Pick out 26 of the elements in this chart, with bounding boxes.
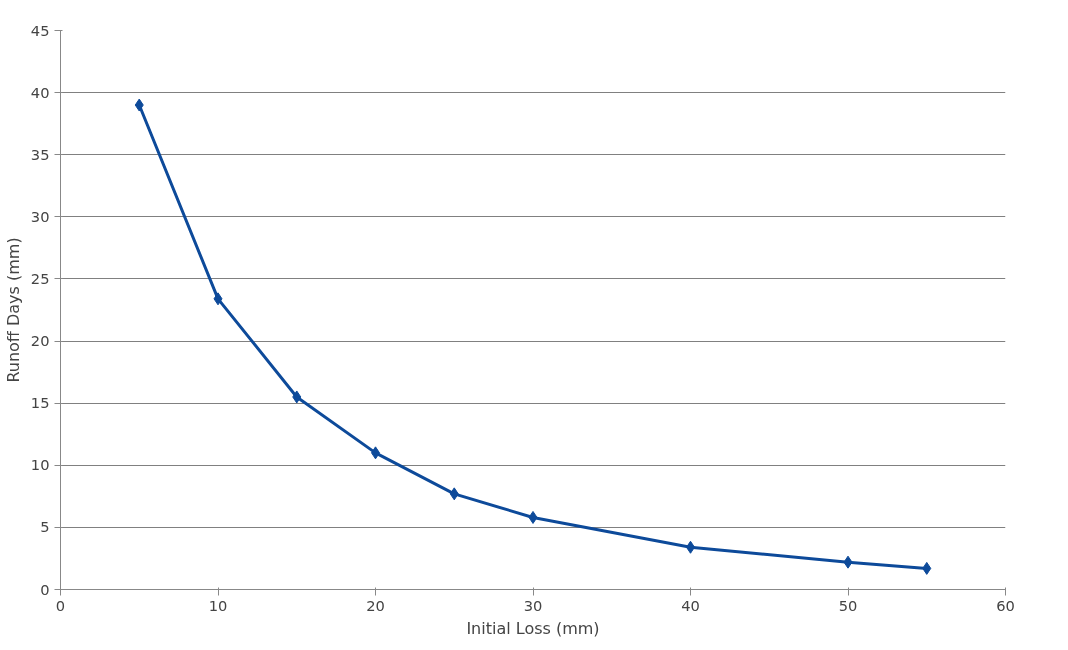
y-tick-label: 15	[30, 394, 50, 412]
x-tick-label: 50	[838, 596, 858, 614]
x-axis-title: Initial Loss (mm)	[466, 618, 600, 638]
point	[213, 292, 223, 306]
x-tick-label: 20	[366, 596, 385, 614]
x-tick-label: 10	[208, 596, 228, 614]
y-tick-label: 35	[30, 145, 50, 163]
y-tick-label: 30	[30, 207, 50, 225]
point	[449, 487, 459, 501]
point	[528, 510, 538, 524]
x-tick-label: 0	[55, 596, 66, 614]
y-tick-label: 5	[40, 518, 50, 536]
point	[922, 561, 932, 575]
y-tick-label: 25	[30, 269, 50, 287]
y-tick-label: 10	[30, 456, 50, 474]
x-tick-label: 30	[523, 596, 543, 614]
y-tick-label: 0	[40, 580, 50, 598]
x-tick-label: 40	[681, 596, 700, 614]
y-axis-title: Runoff Days (mm)	[3, 237, 23, 383]
point	[292, 390, 302, 404]
y-tick-label: 45	[30, 21, 50, 39]
point	[134, 98, 144, 112]
point	[843, 555, 853, 569]
y-tick-label: 20	[30, 332, 50, 350]
x-tick-label: 60	[996, 596, 1015, 614]
y-tick-label: 40	[30, 83, 50, 101]
